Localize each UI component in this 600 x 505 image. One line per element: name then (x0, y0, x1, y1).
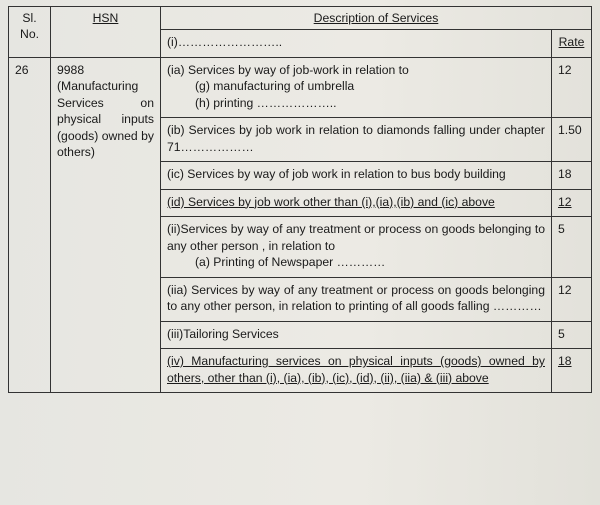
header-row: Sl. No. HSN Description of Services (9, 7, 592, 30)
desc-iv: (iv) Manufacturing services on physical … (161, 349, 552, 393)
desc-ia: (ia) Services by way of job-work in rela… (161, 57, 552, 117)
rate-ib: 1.50 (551, 118, 591, 162)
desc-ia-main: (ia) Services by way of job-work in rela… (167, 63, 409, 77)
header-hsn: HSN (51, 7, 161, 58)
desc-id: (id) Services by job work other than (i)… (161, 189, 552, 216)
rate-ic: 18 (551, 162, 591, 189)
desc-ii: (ii)Services by way of any treatment or … (161, 217, 552, 277)
header-sl: Sl. No. (9, 7, 51, 58)
desc-iia: (iia) Services by way of any treatment o… (161, 277, 552, 321)
cell-hsn: 9988 (Manufacturing Services on physical… (51, 57, 161, 392)
rate-iia: 12 (551, 277, 591, 321)
rate-iv: 18 (551, 349, 591, 393)
cell-sl: 26 (9, 57, 51, 392)
desc-ia-g: (g) manufacturing of umbrella (167, 78, 545, 94)
rate-ia: 12 (551, 57, 591, 117)
row-ia: 26 9988 (Manufacturing Services on physi… (9, 57, 592, 117)
rate-id: 12 (551, 189, 591, 216)
desc-ii-main: (ii)Services by way of any treatment or … (167, 221, 545, 254)
header-desc: Description of Services (161, 7, 592, 30)
desc-ib: (ib) Services by job work in relation to… (161, 118, 552, 162)
rate-iii: 5 (551, 321, 591, 348)
services-table: Sl. No. HSN Description of Services (i)…… (8, 6, 592, 393)
desc-ia-h: (h) printing ……………….. (167, 95, 545, 111)
rate-ii: 5 (551, 217, 591, 277)
desc-ic: (ic) Services by way of job work in rela… (161, 162, 552, 189)
desc-iii: (iii)Tailoring Services (161, 321, 552, 348)
header-rate: Rate (551, 30, 591, 57)
desc-i: (i)…………………….. (161, 30, 552, 57)
desc-ii-a: (a) Printing of Newspaper ………… (167, 254, 545, 270)
page: Sl. No. HSN Description of Services (i)…… (0, 0, 600, 505)
